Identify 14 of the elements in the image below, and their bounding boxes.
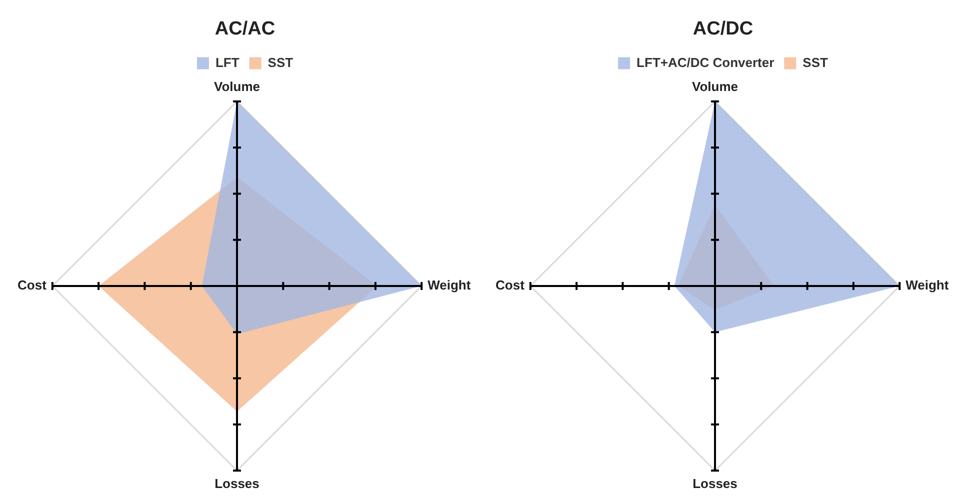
legend-label: LFT+AC/DC Converter (636, 54, 774, 70)
spoke-label: Losses (214, 476, 260, 491)
spoke-label: Weight (906, 278, 950, 293)
spoke-label: Volume (214, 79, 260, 94)
chart-title: AC/DC (692, 18, 754, 40)
spoke-label: Weight (428, 278, 472, 293)
spoke-label: Cost (18, 278, 48, 293)
legend-label: SST (802, 54, 828, 70)
spoke-label: Cost (496, 278, 526, 293)
spoke-label: Volume (692, 79, 738, 94)
chart-title: AC/AC (214, 18, 276, 40)
legend-label: LFT (215, 54, 240, 70)
legend-label: SST (268, 54, 294, 70)
spoke-label: Losses (692, 476, 738, 491)
